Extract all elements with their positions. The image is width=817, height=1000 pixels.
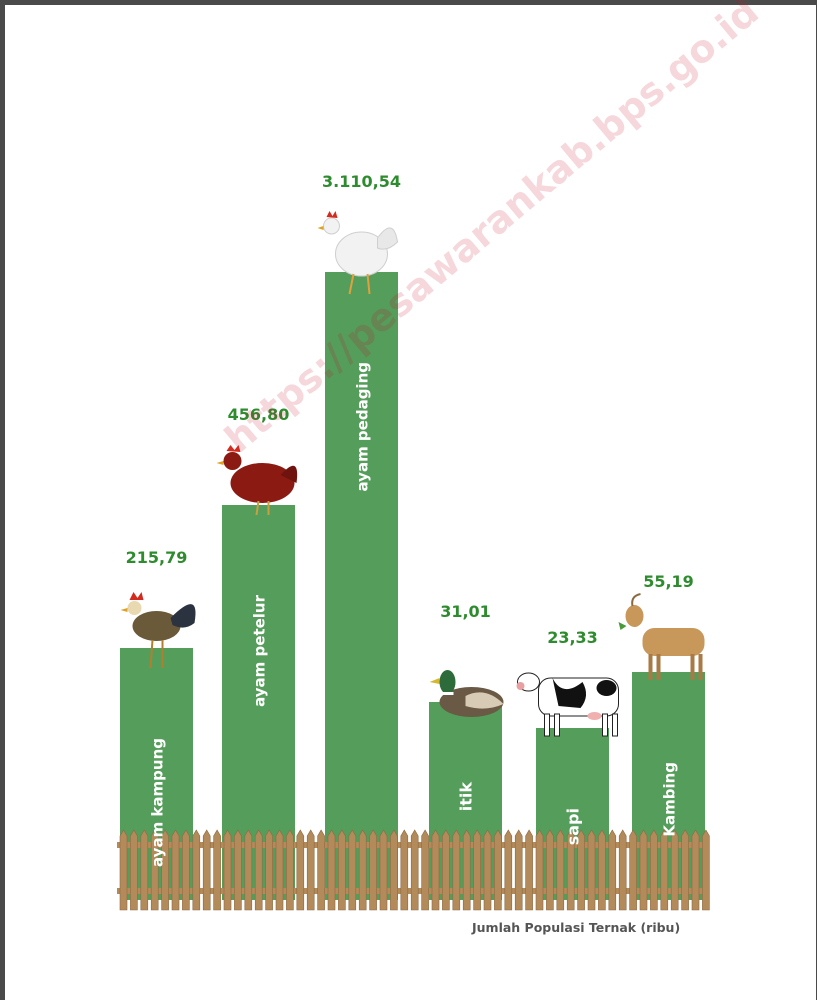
white-chicken-icon (317, 211, 399, 295)
red-hen-icon (216, 445, 298, 516)
category-label-ayam-kampung: ayam kampung (149, 738, 167, 867)
category-label-ayam-pedaging: ayam pedaging (354, 362, 372, 491)
cow-icon (516, 672, 619, 737)
category-label-kambing: Kambing (661, 762, 679, 837)
fence (117, 829, 710, 911)
value-label-itik: 31,01 (440, 602, 491, 621)
value-label-ayam-pedaging: 3.110,54 (322, 172, 401, 191)
duck-icon (429, 670, 504, 717)
x-axis-caption: Jumlah Populasi Ternak (ribu) (472, 920, 681, 935)
bar-ayam-pedaging (325, 272, 398, 900)
watermark-text: https://pesawarankab.bps.go.id (216, 0, 766, 461)
category-label-sapi: sapi (564, 808, 583, 845)
value-label-ayam-petelur: 456,80 (228, 405, 290, 424)
category-label-itik: itik (457, 782, 476, 812)
goat-icon (618, 593, 705, 680)
value-label-kambing: 55,19 (643, 572, 694, 591)
category-label-ayam-petelur: ayam petelur (251, 594, 269, 706)
value-label-ayam-kampung: 215,79 (126, 548, 188, 567)
rooster-icon (120, 592, 196, 669)
value-label-sapi: 23,33 (547, 628, 598, 647)
